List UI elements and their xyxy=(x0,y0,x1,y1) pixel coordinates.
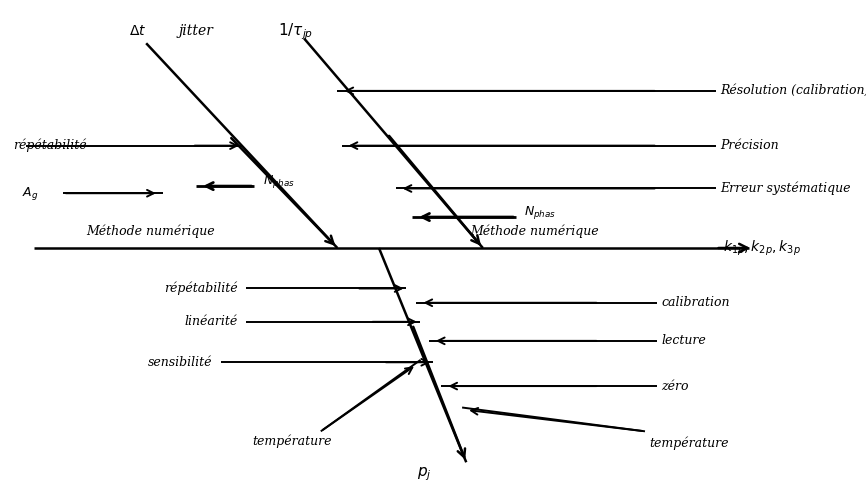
Text: Méthode numérique: Méthode numérique xyxy=(86,225,215,238)
Text: Méthode numérique: Méthode numérique xyxy=(470,225,599,238)
Text: lecture: lecture xyxy=(662,334,707,347)
Text: répétabilité: répétabilité xyxy=(164,282,237,295)
Text: $p_j$: $p_j$ xyxy=(417,465,432,483)
Text: $N_{phas}$: $N_{phas}$ xyxy=(262,173,294,190)
Text: linéarité: linéarité xyxy=(184,315,237,328)
Text: température: température xyxy=(252,434,332,447)
Text: température: température xyxy=(650,436,728,450)
Text: $k_{1p}, k_{2p}, k_{3p}$: $k_{1p}, k_{2p}, k_{3p}$ xyxy=(722,239,800,257)
Text: $A_g$: $A_g$ xyxy=(22,185,38,202)
Text: calibration: calibration xyxy=(662,296,730,310)
Text: $\Delta t$: $\Delta t$ xyxy=(129,24,146,38)
Text: jitter: jitter xyxy=(178,24,214,38)
Text: Résolution (calibration): Résolution (calibration) xyxy=(720,84,866,97)
Text: sensibilité: sensibilité xyxy=(148,356,213,369)
Text: $1/\tau_{jp}$: $1/\tau_{jp}$ xyxy=(278,21,313,42)
Text: répétabilité: répétabilité xyxy=(13,139,87,152)
Text: Erreur systématique: Erreur systématique xyxy=(720,182,850,195)
Text: $N_{phas}$: $N_{phas}$ xyxy=(525,204,557,221)
Text: zéro: zéro xyxy=(662,379,689,393)
Text: Précision: Précision xyxy=(720,139,779,152)
